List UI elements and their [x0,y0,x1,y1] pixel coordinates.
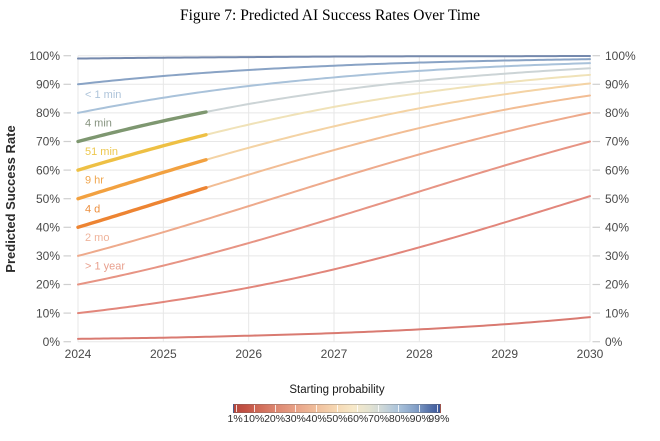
legend-title: Starting probability [289,384,385,396]
y-tick-label-left: 80% [36,106,60,120]
y-tick-label-left: 10% [36,306,60,320]
y-tick-label-left: 60% [36,163,60,177]
y-tick-label-left: 90% [36,78,60,92]
curve-20% [77,140,591,286]
x-tick-label: 2025 [150,347,177,361]
x-tick-label: 2029 [491,347,518,361]
legend-tick-mark [295,405,297,412]
legend-tick-label: 99% [428,413,450,425]
figure-title: Figure 7: Predicted AI Success Rates Ove… [179,7,481,24]
legend-tick-mark [418,405,420,412]
curve-label-50%: 9 hr [85,175,104,187]
legend-tick-mark [235,405,237,412]
legend-tick-label: 10% [243,413,265,425]
y-tick-label-left: 70% [36,135,60,149]
curve-label-60%: 51 min [85,146,118,158]
x-tick-label: 2030 [577,347,604,361]
y-tick-label-right: 80% [605,106,629,120]
legend-tick-label: 90% [409,413,431,425]
legend-tick-mark [315,405,317,412]
y-axis-title: Predicted Success Rate [3,125,18,272]
y-tick-label-left: 40% [36,221,60,235]
y-tick-label-right: 100% [605,49,636,63]
legend-tick-label: 20% [264,413,286,425]
legend-tick-mark [398,405,400,412]
legend-tick-mark [357,405,359,412]
legend-tick-label: 40% [305,413,327,425]
y-tick-label-right: 20% [605,278,629,292]
curve-30% [77,111,591,257]
observed-segments [76,110,208,229]
observed-segment-70% [76,110,208,144]
curve-10% [77,195,591,315]
legend-tick-mark [437,405,439,412]
legend-tick-mark [377,405,379,412]
legend-tick-label: 80% [388,413,410,425]
curve-label-20%: > 1 year [85,261,125,273]
legend-gradient-bar [233,404,441,413]
y-tick-label-left: 0% [43,335,61,349]
x-tick-label: 2027 [321,347,348,361]
curve-80% [77,62,591,114]
legend-tick-label: 1% [227,413,243,425]
legend-tick-label: 60% [347,413,369,425]
observed-segment-50% [76,158,208,201]
curve-1% [77,316,591,340]
y-tick-label-right: 10% [605,306,629,320]
curve-90% [77,58,591,86]
legend-tick-label: 30% [284,413,306,425]
y-tick-label-left: 50% [36,192,60,206]
y-tick-label-right: 70% [605,135,629,149]
x-tick-label: 2026 [235,347,262,361]
observed-segment-60% [76,133,208,172]
legend-tick-mark [254,405,256,412]
curve-labels: < 1 min 4 min 51 min 9 hr 4 d 2 mo > 1 year [85,89,125,273]
y-tick-label-right: 0% [605,335,623,349]
y-tick-label-left: 30% [36,249,60,263]
y-tick-label-right: 90% [605,78,629,92]
plot-area: 0% 0% 10% 10% 20% 20% 30% 30% 40% 40% 50% 50% 60% 60%… [3,49,636,361]
y-tick-label-right: 30% [605,249,629,263]
y-tick-label-right: 50% [605,192,629,206]
legend-tick-label: 70% [368,413,390,425]
curve-99% [77,54,591,60]
y-tick-label-right: 40% [605,221,629,235]
curve-label-80%: < 1 min [85,89,121,101]
observed-segment-40% [76,186,208,229]
x-tick-label: 2028 [406,347,433,361]
legend-tick-mark [336,405,338,412]
y-tick-label-right: 60% [605,163,629,177]
legend-tick-label: 50% [326,413,348,425]
curve-label-40%: 4 d [85,203,100,215]
y-tick-label-left: 100% [29,49,60,63]
legend-tick-mark [274,405,276,412]
y-tick-label-left: 20% [36,278,60,292]
axis-ticks: 0% 0% 10% 10% 20% 20% 30% 30% 40% 40% 50% 50% 60% 60%… [29,49,636,361]
curve-label-70%: 4 min [85,118,112,130]
x-tick-label: 2024 [65,347,92,361]
grid-lines [77,55,591,343]
curve-label-30%: 2 mo [85,232,109,244]
